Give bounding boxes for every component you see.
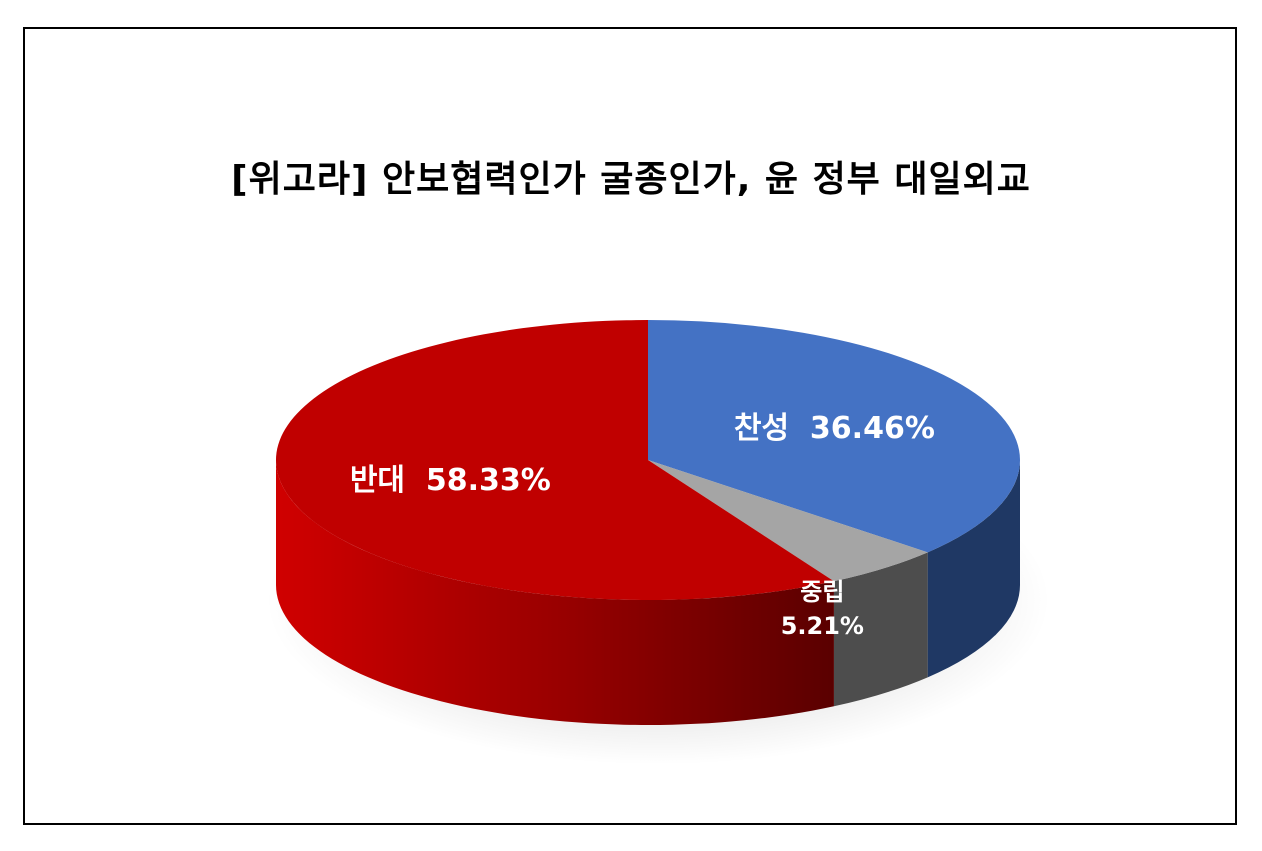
pie-slice-2: [648, 460, 928, 582]
pie-slice-1: [648, 320, 1020, 553]
chart-title: [위고라] 안보협력인가 굴종인가, 윤 정부 대일외교: [231, 159, 1031, 200]
pie-side-3: [276, 460, 834, 725]
slice-label: 반대 58.33%: [350, 463, 551, 498]
slice-label: 찬성 36.46%: [734, 411, 935, 446]
pie-slice-3: [276, 320, 834, 600]
slice-value: 5.21%: [781, 612, 864, 640]
pie-side-2: [833, 552, 928, 707]
pie-side-1: [927, 460, 1020, 678]
slice-label: 중립: [800, 578, 844, 606]
